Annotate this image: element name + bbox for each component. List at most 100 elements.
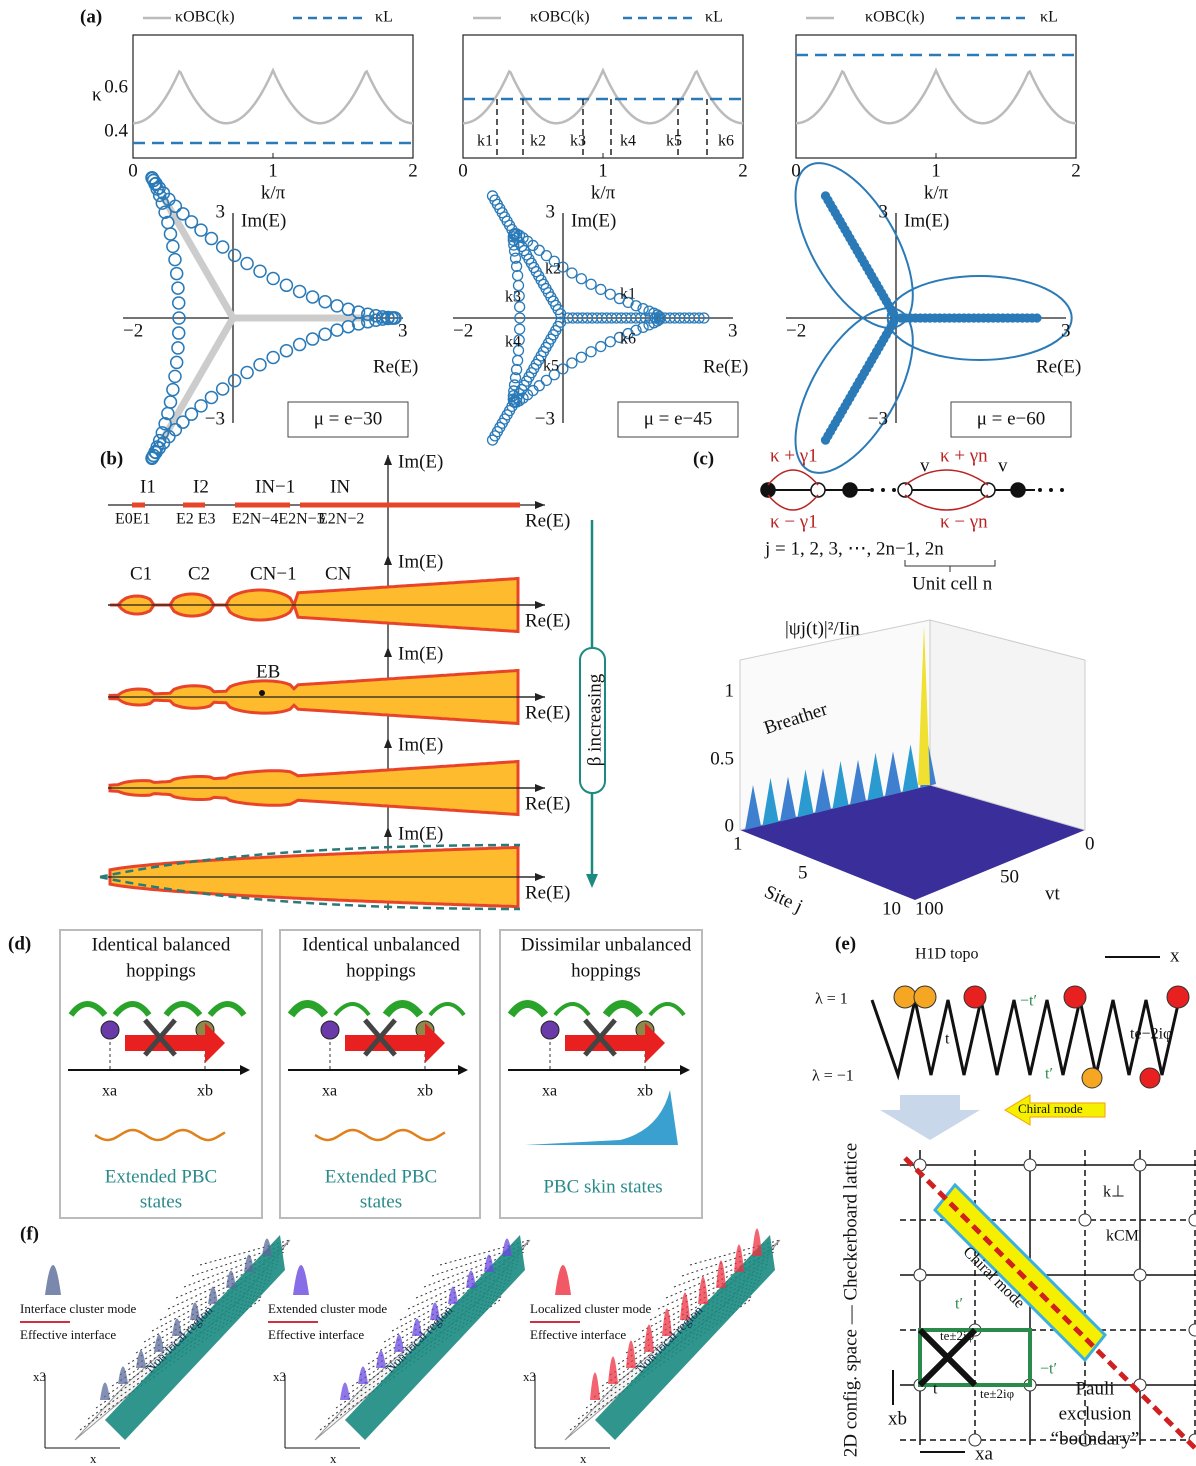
spectrum-point xyxy=(341,319,356,334)
tick-label: 0.6 xyxy=(104,76,128,97)
legend-entry: κL xyxy=(705,9,723,26)
mode-peak xyxy=(262,1238,272,1256)
chiral-arrow xyxy=(1004,1094,1106,1126)
label: xa xyxy=(322,1083,337,1100)
spectrum-point xyxy=(508,379,521,391)
kappa-curve xyxy=(133,67,413,125)
particle xyxy=(913,985,937,1009)
spectrum-point xyxy=(171,281,185,295)
spectrum-point xyxy=(511,354,524,367)
hop-label: t′ xyxy=(1045,1066,1053,1083)
label: x3 xyxy=(273,1369,286,1384)
spectrum-point xyxy=(693,312,705,324)
label: Re(E) xyxy=(525,610,570,631)
hop-label: te−2iφ xyxy=(1130,1026,1172,1043)
particle xyxy=(100,1020,120,1040)
spectrum-point xyxy=(305,332,320,346)
panel-label: (a) xyxy=(80,6,102,27)
label: 0 xyxy=(791,160,801,181)
spectrum-point xyxy=(163,227,178,241)
spectrum-loop xyxy=(886,275,1073,361)
mode-peak xyxy=(244,1254,254,1272)
mode-peak xyxy=(136,1350,146,1368)
breather-peak xyxy=(762,777,779,826)
mode-icon xyxy=(555,1265,571,1295)
label: −2 xyxy=(453,320,473,341)
chain xyxy=(439,1239,531,1266)
label: −2 xyxy=(786,320,806,341)
unit-cell-label: Unit cell n xyxy=(912,573,993,594)
label: 3 xyxy=(879,201,889,222)
hop-label: t xyxy=(945,1031,950,1048)
tick-label: 0.5 xyxy=(710,748,734,769)
box-title: hoppings xyxy=(346,960,416,981)
spectrum-point xyxy=(169,355,184,370)
tick-label: 100 xyxy=(915,898,944,919)
mode-peak xyxy=(590,1372,600,1400)
label: 3 xyxy=(398,320,408,341)
chiral-label: Chiral mode xyxy=(1018,1101,1083,1116)
spectrum-point xyxy=(604,288,616,300)
label: 3 xyxy=(216,201,226,222)
k-label: k6 xyxy=(718,133,734,150)
label: 1 xyxy=(598,160,608,181)
arrowhead xyxy=(240,1065,250,1075)
cross xyxy=(583,1018,617,1057)
mode-peak xyxy=(662,1308,672,1336)
spectrum-point xyxy=(1032,313,1042,323)
spectrum-point xyxy=(540,249,553,262)
hop-arrow xyxy=(507,1000,549,1018)
spectrum-point xyxy=(637,321,649,333)
blocked-hop xyxy=(125,1023,225,1063)
arrowhead xyxy=(384,555,392,565)
plot-frame xyxy=(132,34,414,159)
spectrum-point xyxy=(548,255,560,267)
arrow-label: β increasing xyxy=(584,673,605,766)
panel-label: (f) xyxy=(20,1223,39,1244)
point xyxy=(259,690,265,696)
spectrum-point xyxy=(155,426,170,440)
site xyxy=(1010,482,1026,498)
endpoint-label: E2N−2 xyxy=(318,511,364,528)
panel-label: (b) xyxy=(100,448,123,469)
spectrum-point xyxy=(630,324,642,336)
lattice-site xyxy=(1078,1433,1092,1447)
legend-entry: κL xyxy=(375,9,393,26)
lattice-site xyxy=(1133,1268,1147,1282)
particle xyxy=(893,985,917,1009)
box-footer: PBC skin states xyxy=(543,1176,662,1197)
mode-peak xyxy=(448,1286,458,1304)
point-label: EB xyxy=(256,661,280,682)
spectrum-point xyxy=(279,343,294,358)
label: Im(E) xyxy=(398,451,443,472)
spectrum-point xyxy=(171,341,185,355)
dot xyxy=(1038,488,1042,492)
arrowhead xyxy=(586,874,598,888)
spectrum-point xyxy=(240,256,254,271)
label: k/π xyxy=(261,182,286,203)
label: μ = e−30 xyxy=(314,408,383,429)
label: Effective interface xyxy=(268,1327,364,1342)
hop-arrow xyxy=(333,1002,371,1017)
label: Interface cluster mode xyxy=(20,1301,136,1316)
hop-label: κ − γn xyxy=(940,511,988,532)
spectrum-point xyxy=(508,239,520,251)
chain xyxy=(407,1255,523,1310)
spectrum-point xyxy=(152,188,167,203)
hamiltonian: H1D topo xyxy=(915,946,979,963)
spectrum-point xyxy=(508,245,521,257)
spectrum-point xyxy=(184,407,199,421)
spectrum-point xyxy=(585,278,597,290)
legend-entry: κOBC(k) xyxy=(865,9,925,26)
spectrum-point xyxy=(240,365,254,380)
legend-entry: κOBC(k) xyxy=(175,9,235,26)
spectrum-point xyxy=(637,303,649,315)
spectrum-point xyxy=(253,264,267,278)
k-label: k6 xyxy=(620,331,636,348)
label: xa xyxy=(102,1083,117,1100)
dot xyxy=(881,488,885,492)
label: Im(E) xyxy=(571,210,616,231)
contour-label: C1 xyxy=(130,563,152,584)
label: x xyxy=(580,1451,587,1466)
spectrum-point xyxy=(204,231,219,246)
